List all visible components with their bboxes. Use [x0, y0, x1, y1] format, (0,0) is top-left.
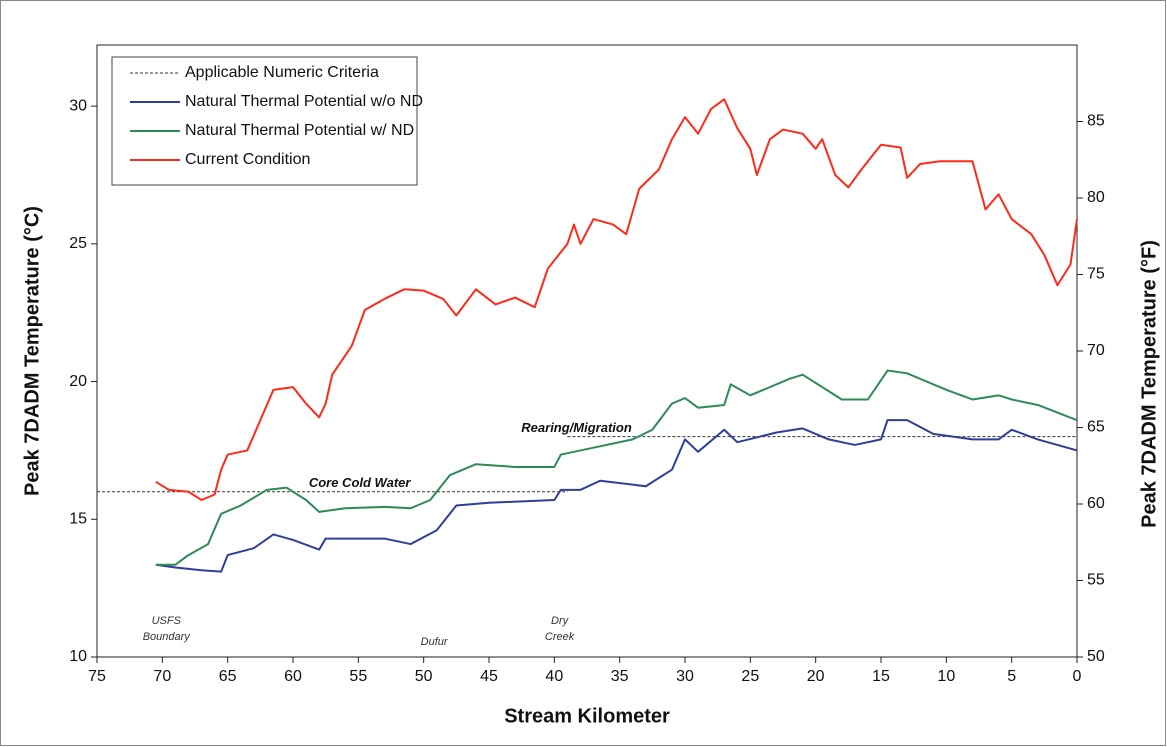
- y2-tick-label: 65: [1087, 419, 1105, 436]
- y2-tick-label: 60: [1087, 495, 1105, 512]
- x-tick-label: 65: [219, 668, 237, 685]
- y2-axis-label: Peak 7DADM Temperature (°F): [1138, 240, 1160, 528]
- y2-tick-label: 85: [1087, 113, 1105, 130]
- x-tick-label: 35: [611, 668, 629, 685]
- x-tick-label: 30: [676, 668, 694, 685]
- legend-label: Natural Thermal Potential w/o ND: [185, 93, 423, 110]
- x-tick-label: 70: [153, 668, 171, 685]
- x-tick-label: 20: [807, 668, 825, 685]
- series-line: [155, 369, 1078, 566]
- x-tick-label: 5: [1007, 668, 1016, 685]
- y-tick-label: 30: [69, 97, 87, 114]
- y2-tick-label: 75: [1087, 266, 1105, 283]
- y2-tick-label: 55: [1087, 572, 1105, 589]
- annotation: Dufur: [421, 636, 449, 648]
- x-tick-label: 0: [1073, 668, 1082, 685]
- series-line: [155, 98, 1078, 502]
- legend-label: Natural Thermal Potential w/ ND: [185, 122, 414, 139]
- x-tick-label: 60: [284, 668, 302, 685]
- annotation: Dry: [551, 615, 570, 627]
- x-tick-label: 55: [349, 668, 367, 685]
- series-line: [97, 436, 1077, 493]
- annotation: Rearing/Migration: [521, 420, 632, 435]
- y-tick-label: 20: [69, 373, 87, 390]
- series-line: [155, 419, 1078, 573]
- legend-label: Applicable Numeric Criteria: [185, 64, 379, 81]
- y-tick-label: 25: [69, 235, 87, 252]
- x-axis-label: Stream Kilometer: [504, 705, 670, 727]
- annotation: USFS: [152, 615, 182, 627]
- annotation: Creek: [545, 631, 575, 643]
- y-tick-label: 10: [69, 648, 87, 665]
- y2-tick-label: 80: [1087, 189, 1105, 206]
- x-tick-label: 25: [741, 668, 759, 685]
- x-tick-label: 15: [872, 668, 890, 685]
- y2-tick-label: 50: [1087, 648, 1105, 665]
- legend-box: [111, 56, 418, 186]
- x-tick-label: 50: [415, 668, 433, 685]
- legend-label: Current Condition: [185, 151, 310, 168]
- y2-tick-label: 70: [1087, 342, 1105, 359]
- y-axis-label: Peak 7DADM Temperature (°C): [21, 206, 43, 496]
- x-tick-label: 45: [480, 668, 498, 685]
- x-tick-label: 40: [545, 668, 563, 685]
- x-tick-label: 10: [937, 668, 955, 685]
- annotation: Core Cold Water: [309, 475, 412, 490]
- y-tick-label: 15: [69, 511, 87, 528]
- x-tick-label: 75: [88, 668, 106, 685]
- annotation: Boundary: [143, 631, 192, 643]
